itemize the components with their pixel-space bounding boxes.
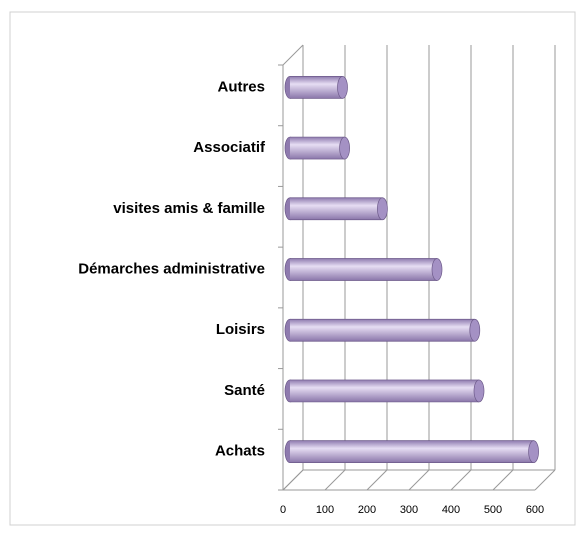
bar-body xyxy=(290,319,475,342)
y-tick-label: Autres xyxy=(217,78,265,95)
wall-top xyxy=(282,44,304,66)
x-tick-label: 400 xyxy=(442,504,460,516)
bar-cap xyxy=(473,379,485,403)
bar-cap xyxy=(431,258,443,281)
bar xyxy=(284,379,485,403)
y-tick-label: Démarches administrative xyxy=(78,260,265,277)
bar-body xyxy=(290,258,437,281)
bar-cap xyxy=(528,440,539,463)
x-tick-label: 500 xyxy=(484,504,502,516)
bar xyxy=(284,136,350,160)
x-tick-label: 0 xyxy=(280,504,286,516)
floor-grid xyxy=(366,469,388,491)
bar-body xyxy=(290,379,479,402)
floor-grid xyxy=(408,469,430,491)
y-tick-label: Achats xyxy=(215,443,265,460)
y-tick-label: Associatif xyxy=(193,139,266,156)
bar xyxy=(284,76,348,99)
bar-body xyxy=(290,440,534,463)
bar xyxy=(284,197,388,221)
floor-grid xyxy=(324,469,346,491)
bar-cap xyxy=(469,318,481,342)
bar-cap xyxy=(377,197,388,221)
floor-grid xyxy=(492,469,514,491)
y-tick-label: visites amis & famille xyxy=(113,200,265,217)
y-tick-label: Loisirs xyxy=(216,321,265,338)
bar-cap xyxy=(339,136,350,160)
floor-grid xyxy=(282,469,304,491)
bar xyxy=(284,440,539,463)
bar-body xyxy=(290,76,343,99)
bar xyxy=(284,318,481,342)
bar-cap xyxy=(337,76,348,99)
bar-body xyxy=(290,197,383,220)
bar xyxy=(284,258,443,281)
floor-grid xyxy=(450,469,472,491)
y-tick-label: Santé xyxy=(224,382,265,399)
bar-body xyxy=(290,137,345,160)
x-tick-label: 600 xyxy=(526,504,544,516)
x-tick-label: 200 xyxy=(358,504,376,516)
x-tick-label: 300 xyxy=(400,504,418,516)
floor-grid xyxy=(534,469,556,491)
x-tick-label: 100 xyxy=(316,504,334,516)
